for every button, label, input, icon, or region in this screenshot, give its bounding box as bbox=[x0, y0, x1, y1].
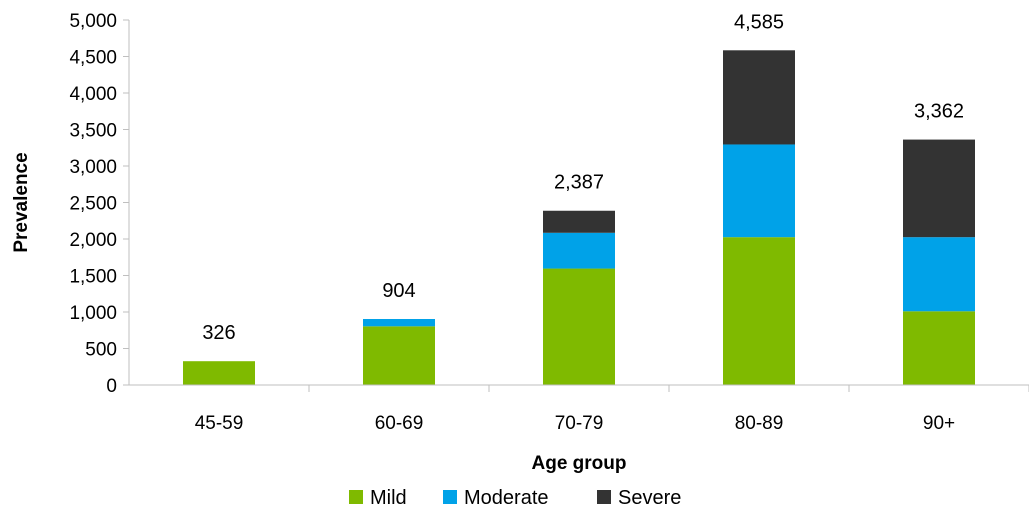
bars bbox=[183, 50, 975, 385]
total-label: 904 bbox=[382, 280, 415, 302]
bar-segment-moderate bbox=[363, 319, 435, 327]
bar-segment-moderate bbox=[723, 144, 795, 238]
bar-segment-mild bbox=[903, 311, 975, 385]
x-axis-tick-labels: 45-59 60-69 70-79 80-89 90+ bbox=[195, 413, 955, 434]
y-tick-label: 4,000 bbox=[69, 84, 117, 105]
total-label: 2,387 bbox=[554, 172, 604, 194]
bar-segment-moderate bbox=[543, 232, 615, 269]
x-tick-label: 70-79 bbox=[555, 413, 604, 434]
legend-label-severe: Severe bbox=[618, 487, 681, 509]
bar-segment-severe bbox=[723, 50, 795, 145]
y-tick-label: 500 bbox=[85, 340, 117, 361]
y-tick-label: 2,500 bbox=[69, 194, 117, 215]
total-label: 3,362 bbox=[914, 101, 964, 123]
total-label: 4,585 bbox=[734, 11, 784, 33]
bar-segment-mild bbox=[543, 268, 615, 385]
x-axis-title: Age group bbox=[532, 453, 627, 474]
y-tick-label: 3,000 bbox=[69, 157, 117, 178]
bar-segment-severe bbox=[903, 139, 975, 238]
legend-swatch-severe bbox=[597, 490, 611, 504]
y-axis-tick-labels: 0 500 1,000 1,500 2,000 2,500 3,000 3,500 4,000 4… bbox=[69, 11, 117, 397]
x-axis-ticks bbox=[308, 385, 1029, 392]
x-tick-label: 45-59 bbox=[195, 413, 244, 434]
y-tick-label: 1,000 bbox=[69, 303, 117, 324]
x-tick-label: 90+ bbox=[923, 413, 955, 434]
total-labels: 326 904 2,387 4,585 3,362 bbox=[202, 11, 964, 344]
legend-swatch-moderate bbox=[443, 490, 457, 504]
x-tick-label: 60-69 bbox=[375, 413, 424, 434]
y-tick-label: 0 bbox=[106, 376, 117, 397]
bar-segment-mild bbox=[723, 237, 795, 385]
bar-segment-moderate bbox=[903, 237, 975, 312]
legend-swatch-mild bbox=[349, 490, 363, 504]
y-axis-title: Prevalence bbox=[11, 152, 32, 252]
bar-segment-mild bbox=[363, 326, 435, 385]
y-axis-ticks bbox=[123, 19, 129, 386]
y-tick-label: 5,000 bbox=[69, 11, 117, 32]
y-tick-label: 1,500 bbox=[69, 267, 117, 288]
bar-segment-severe bbox=[543, 210, 615, 233]
legend-label-mild: Mild bbox=[370, 487, 407, 509]
legend: Mild Moderate Severe bbox=[349, 487, 681, 509]
y-tick-label: 4,500 bbox=[69, 48, 117, 69]
y-tick-label: 3,500 bbox=[69, 121, 117, 142]
total-label: 326 bbox=[202, 322, 235, 344]
y-tick-label: 2,000 bbox=[69, 230, 117, 251]
legend-label-moderate: Moderate bbox=[464, 487, 549, 509]
x-tick-label: 80-89 bbox=[735, 413, 784, 434]
bar-segment-mild bbox=[183, 361, 255, 385]
